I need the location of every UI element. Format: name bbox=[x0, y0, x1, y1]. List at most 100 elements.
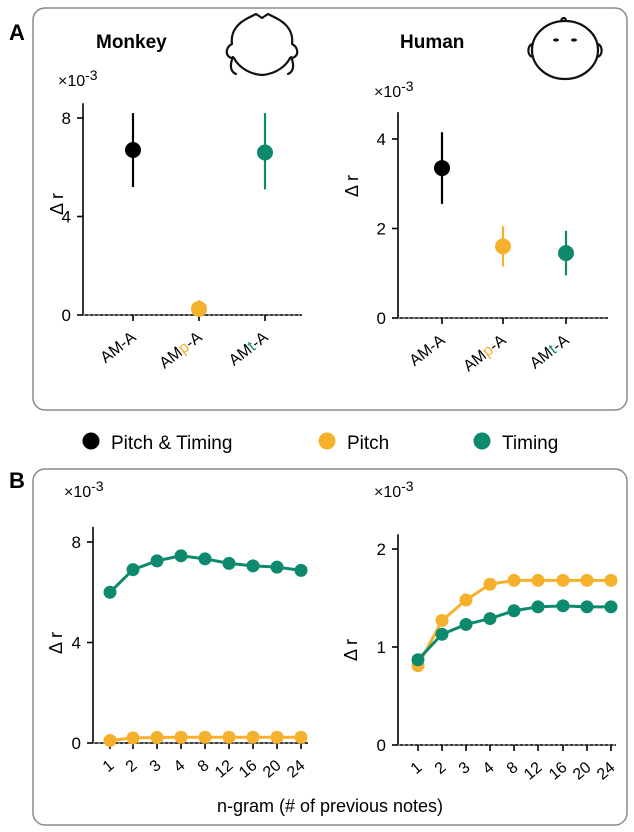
series-point bbox=[247, 559, 260, 572]
series-point bbox=[223, 557, 236, 570]
y-multiplier-label: ×10-3 bbox=[374, 78, 414, 101]
series-point bbox=[436, 614, 449, 627]
data-point bbox=[558, 245, 574, 261]
x-tick-label: 8 bbox=[195, 757, 213, 776]
x-tick-label: 20 bbox=[570, 759, 595, 784]
x-tick-label: 3 bbox=[147, 757, 165, 776]
chart-title: Monkey bbox=[96, 32, 167, 53]
series-point bbox=[557, 599, 570, 612]
x-tick-label: 12 bbox=[212, 757, 237, 782]
series-point bbox=[412, 653, 425, 666]
series-point bbox=[605, 600, 618, 613]
x-tick-label: 2 bbox=[123, 757, 141, 776]
legend-swatch bbox=[319, 433, 336, 450]
panel-b-label: B bbox=[9, 468, 25, 493]
series-point bbox=[104, 734, 117, 747]
data-point bbox=[434, 160, 450, 176]
y-tick-label: 0 bbox=[72, 734, 81, 753]
y-tick-label: 0 bbox=[62, 306, 71, 325]
x-tick-label: 8 bbox=[504, 759, 522, 778]
monkey-head-icon bbox=[227, 14, 298, 75]
series-point bbox=[460, 593, 473, 606]
legend-swatch bbox=[474, 433, 491, 450]
y-axis-label: Δ r bbox=[47, 193, 67, 215]
x-tick-label: 1 bbox=[100, 757, 118, 776]
panel-a-label: A bbox=[9, 20, 25, 45]
series-point bbox=[199, 731, 212, 744]
x-tick-label: AMt-A bbox=[226, 329, 272, 370]
series-point bbox=[295, 564, 308, 577]
series-point bbox=[557, 574, 570, 587]
chart-human-comparison: Human024Δ r×10-3AM-A AMp-AAMt-A bbox=[342, 32, 608, 375]
chart-title: Human bbox=[400, 32, 464, 53]
y-tick-label: 4 bbox=[377, 130, 386, 149]
x-tick-label: 1 bbox=[408, 759, 426, 778]
x-tick-label: 20 bbox=[260, 757, 285, 782]
x-tick-label: 4 bbox=[171, 757, 189, 776]
y-axis-label: Δ r bbox=[46, 632, 66, 654]
series-point bbox=[532, 600, 545, 613]
y-multiplier-label: ×10-3 bbox=[64, 478, 104, 501]
x-tick-label: AM-A bbox=[406, 332, 448, 370]
y-multiplier-label: ×10-3 bbox=[58, 67, 98, 90]
series-point bbox=[175, 549, 188, 562]
series-point bbox=[199, 552, 212, 565]
y-tick-label: 1 bbox=[377, 638, 386, 657]
y-axis-label: Δ r bbox=[341, 639, 361, 661]
x-tick-label: 24 bbox=[284, 757, 309, 782]
x-tick-label: 12 bbox=[521, 759, 546, 784]
y-tick-label: 8 bbox=[62, 109, 71, 128]
series-point bbox=[271, 731, 284, 744]
x-tick-label: 2 bbox=[432, 759, 450, 778]
legend: Pitch & Timing Pitch Timing bbox=[83, 433, 559, 455]
legend-label-timing: Timing bbox=[502, 433, 558, 454]
x-tick-label: AM-A bbox=[97, 329, 139, 367]
series-point bbox=[484, 612, 497, 625]
legend-label-pitch: Pitch bbox=[347, 433, 389, 454]
x-tick-label: AMp-A bbox=[460, 332, 509, 376]
series-point bbox=[151, 554, 164, 567]
series-point bbox=[175, 731, 188, 744]
series-point bbox=[295, 731, 308, 744]
series-point bbox=[532, 574, 545, 587]
series-point bbox=[247, 731, 260, 744]
chart-monkey-comparison: Monkey 0 4 8 Δ r ×10-3 AM-A AMp-A AMt-A bbox=[47, 32, 302, 372]
y-tick-label: 0 bbox=[377, 309, 386, 328]
x-tick-label: AMp-A bbox=[156, 329, 205, 373]
series-point bbox=[605, 574, 618, 587]
series-point bbox=[271, 561, 284, 574]
x-tick-label: 24 bbox=[594, 759, 619, 784]
y-axis-label: Δ r bbox=[342, 175, 362, 197]
x-tick-label: 16 bbox=[546, 759, 571, 784]
data-point bbox=[191, 301, 207, 317]
x-tick-label: AMt-A bbox=[527, 332, 573, 373]
series-point bbox=[151, 731, 164, 744]
series-point bbox=[436, 628, 449, 641]
series-point bbox=[460, 618, 473, 631]
series-point bbox=[104, 586, 117, 599]
y-multiplier-label: ×10-3 bbox=[374, 478, 414, 501]
data-point bbox=[495, 238, 511, 254]
y-tick-label: 4 bbox=[72, 634, 81, 653]
series-point bbox=[581, 600, 594, 613]
data-point bbox=[257, 144, 273, 160]
series-point bbox=[484, 578, 497, 591]
y-tick-label: 8 bbox=[72, 533, 81, 552]
series-point bbox=[127, 731, 140, 744]
series-point bbox=[223, 731, 236, 744]
legend-label-pitch-timing: Pitch & Timing bbox=[111, 433, 232, 454]
series-point bbox=[508, 604, 521, 617]
legend-swatch bbox=[83, 433, 100, 450]
x-tick-label: 3 bbox=[456, 759, 474, 778]
y-tick-label: 2 bbox=[377, 540, 386, 559]
series-point bbox=[127, 563, 140, 576]
data-point bbox=[125, 142, 141, 158]
human-head-icon bbox=[528, 18, 601, 79]
ngram-x-axis-label: n-gram (# of previous notes) bbox=[217, 796, 443, 816]
x-tick-label: 16 bbox=[236, 757, 261, 782]
series-point bbox=[581, 574, 594, 587]
x-tick-label: 4 bbox=[480, 759, 498, 778]
